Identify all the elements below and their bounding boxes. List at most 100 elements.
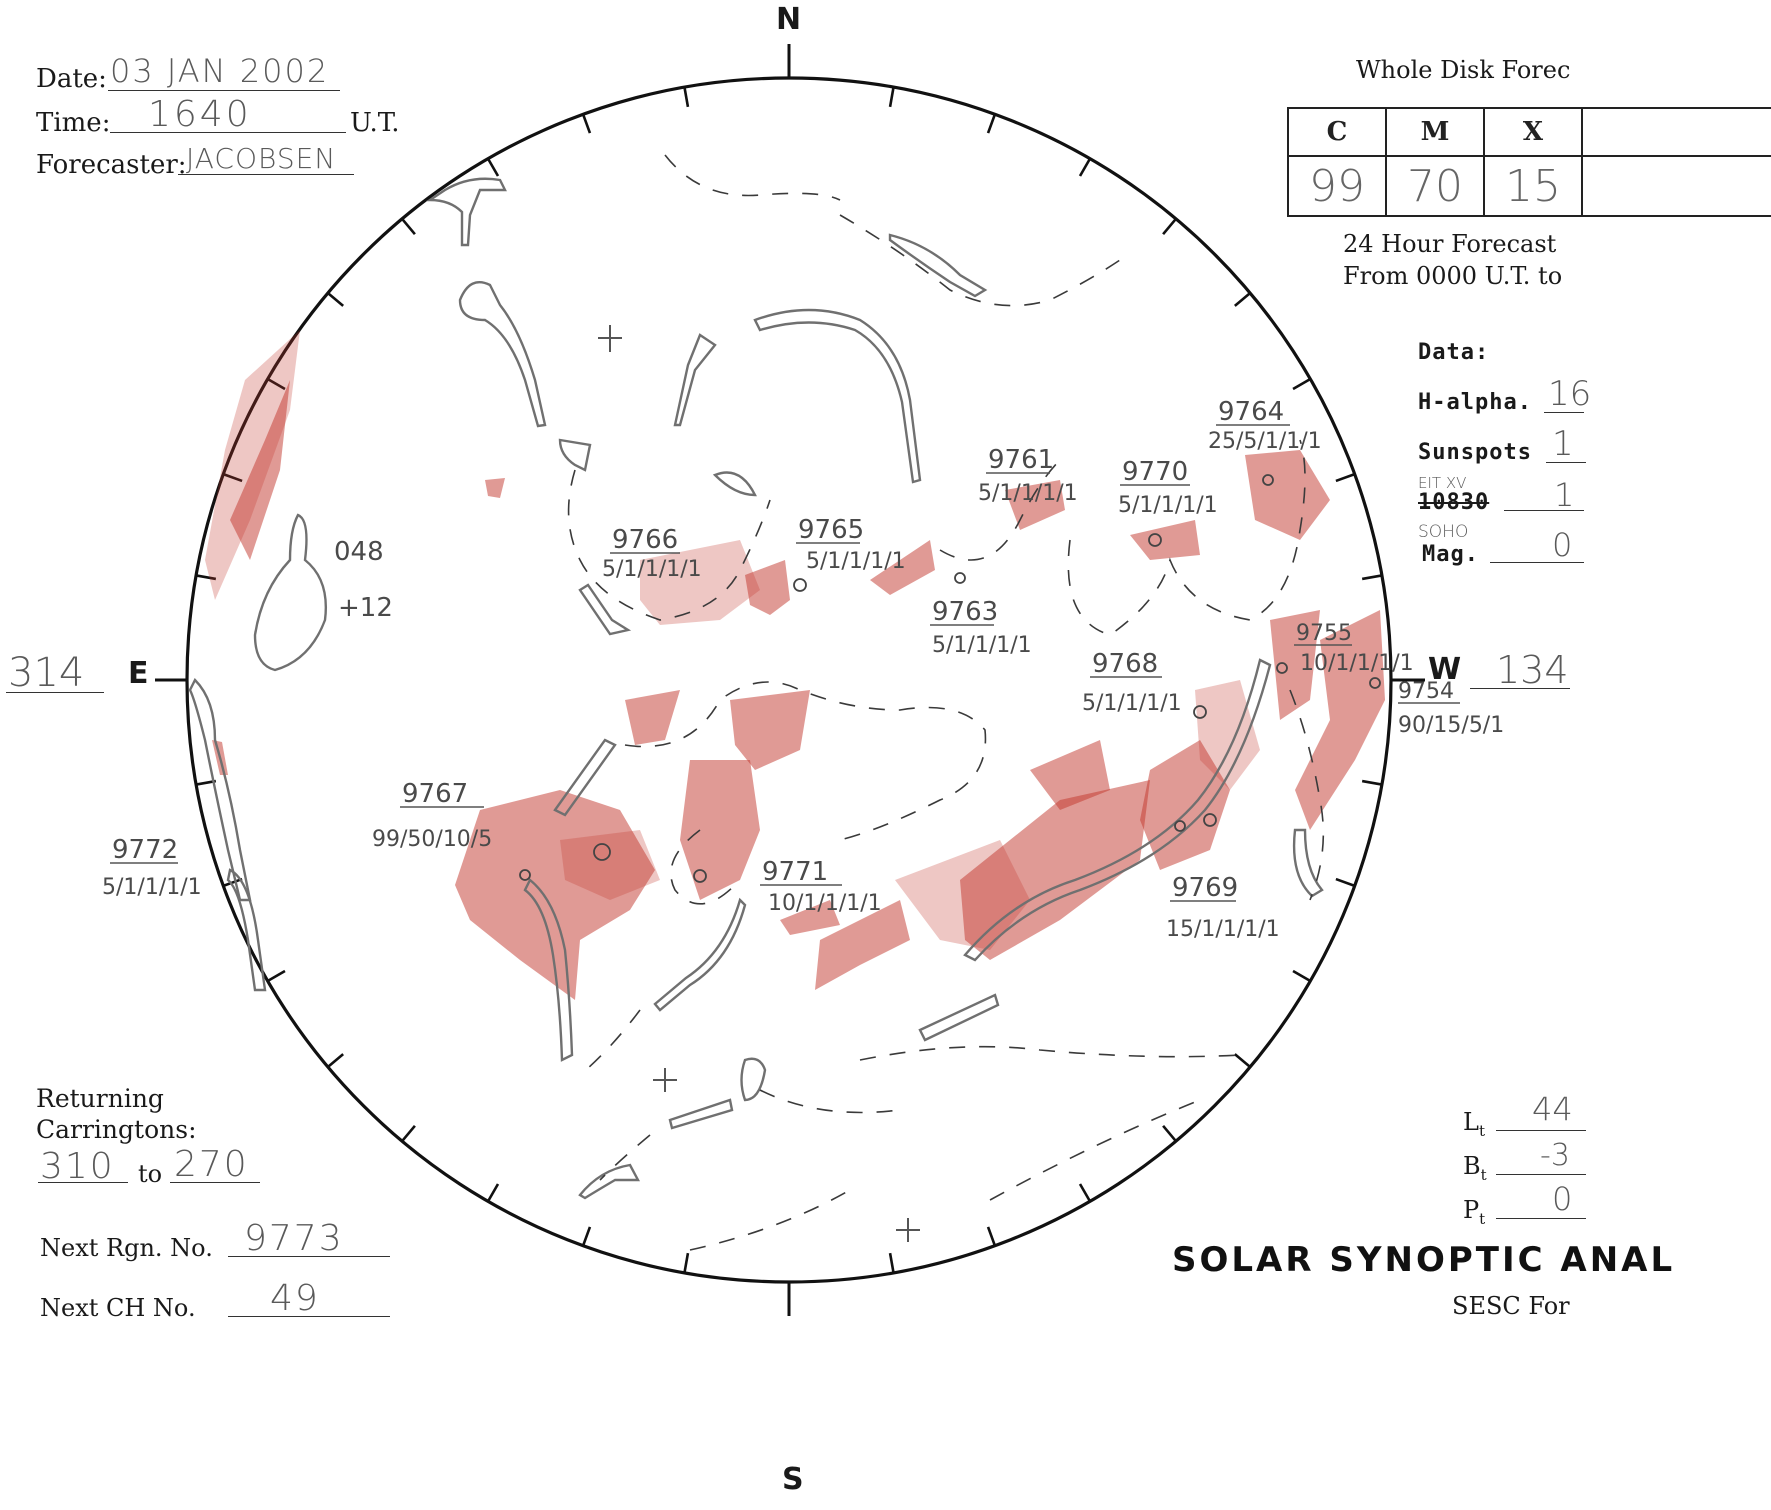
limb-tick: [1078, 1183, 1092, 1202]
coronal-hole-polarity: +12: [338, 593, 393, 623]
region-number: 9755: [1296, 621, 1352, 646]
region-number: 9767: [402, 779, 468, 809]
region-number: 9764: [1218, 397, 1284, 427]
limb-tick: [1361, 574, 1383, 581]
limb-tick: [486, 1183, 500, 1202]
pt-value[interactable]: 0: [1552, 1180, 1573, 1218]
class-x-value[interactable]: 15: [1483, 155, 1583, 217]
time-value[interactable]: 1640: [148, 94, 252, 135]
spot-marks: [519, 474, 1381, 883]
returning-label-line1: Returning: [36, 1084, 164, 1113]
limb-tick: [222, 877, 243, 888]
region-number: 9761: [988, 445, 1054, 475]
bt-label: Bt: [1463, 1152, 1487, 1184]
neutral-lines: [567, 154, 1325, 1251]
date-value[interactable]: 03 JAN 2002: [110, 52, 330, 90]
next-region-value[interactable]: 9773: [244, 1218, 344, 1259]
region-code: 25/5/1/1/1: [1208, 429, 1322, 454]
limb-tick: [1292, 969, 1311, 983]
he-value[interactable]: 1: [1554, 476, 1575, 514]
limb-tick: [1078, 158, 1092, 177]
sunspots-value[interactable]: 1: [1552, 424, 1574, 464]
limb-tick: [986, 1226, 997, 1247]
region-code: 5/1/1/1/1: [602, 557, 702, 582]
forecaster-label: Forecaster:: [36, 150, 187, 180]
next-region-label: Next Rgn. No.: [40, 1234, 213, 1262]
limb-tick: [1234, 292, 1251, 307]
limb-tick: [267, 969, 286, 983]
limb-tick: [986, 113, 997, 134]
region-code: 90/15/5/1: [1398, 713, 1504, 738]
limb-tick: [1162, 218, 1177, 235]
region-code: 99/50/10/5: [372, 827, 492, 852]
mag-value[interactable]: 0: [1552, 526, 1573, 564]
region-code: 5/1/1/1/1: [932, 633, 1032, 658]
plus-marks: [598, 325, 920, 1242]
region-code: 5/1/1/1/1: [806, 549, 906, 574]
region-number: 9771: [762, 857, 828, 887]
forecaster-value[interactable]: JACOBSEN: [186, 142, 337, 175]
returning-to-label: to: [138, 1160, 163, 1188]
region-code: 5/1/1/1/1: [978, 481, 1078, 506]
region-number: 9754: [1398, 679, 1454, 704]
region-code: 5/1/1/1/1: [102, 875, 202, 900]
mag-label: Mag.: [1422, 542, 1479, 567]
filaments: [188, 177, 1324, 1200]
data-title: Data:: [1418, 340, 1490, 365]
limb-tick: [1234, 1053, 1251, 1068]
east-longitude: 314: [8, 650, 85, 696]
forecast-period-line1: 24 Hour Forecast: [1343, 230, 1557, 258]
class-c-value[interactable]: 99: [1287, 155, 1387, 217]
limb-tick: [1361, 779, 1383, 786]
mag-note: SOHO: [1418, 522, 1469, 542]
region-underlines: [110, 424, 1460, 902]
west-longitude: 134: [1496, 648, 1569, 692]
limb-tick: [581, 113, 592, 134]
limb-tick: [1162, 1125, 1177, 1142]
class-m-value[interactable]: 70: [1385, 155, 1485, 217]
north-label: N: [776, 2, 802, 37]
he-note: EIT XV: [1418, 474, 1467, 492]
west-label: W: [1428, 652, 1462, 687]
limb-tick: [1292, 377, 1311, 391]
limb-tick: [683, 1252, 690, 1274]
region-labels: 9764 25/5/1/1/1 9761 5/1/1/1/1 9770 5/1/…: [102, 397, 1504, 942]
region-number: 9770: [1122, 457, 1188, 487]
time-unit: U.T.: [350, 108, 400, 138]
bt-value[interactable]: -3: [1540, 1138, 1570, 1173]
limb-tick: [1335, 877, 1356, 888]
lt-value[interactable]: 44: [1532, 1090, 1573, 1128]
sunspots-label: Sunspots: [1418, 440, 1532, 465]
limb-ticks: [195, 86, 1383, 1274]
region-number: 9772: [112, 835, 178, 865]
form-subtitle: SESC For: [1452, 1292, 1570, 1320]
pt-label: Pt: [1463, 1196, 1486, 1228]
limb-tick: [267, 377, 286, 391]
halpha-label: H-alpha.: [1418, 390, 1532, 415]
limb-tick: [222, 472, 243, 483]
limb-tick: [401, 1125, 416, 1142]
limb-tick: [327, 292, 344, 307]
region-code: 5/1/1/1/1: [1118, 493, 1218, 518]
flare-probability-table: C M X 99 70 15: [1287, 107, 1771, 217]
limb-tick: [327, 1053, 344, 1068]
halpha-value[interactable]: 16: [1548, 374, 1592, 414]
south-label: S: [782, 1462, 804, 1497]
limb-tick: [581, 1226, 592, 1247]
region-number: 9763: [932, 597, 998, 627]
next-ch-value[interactable]: 49: [270, 1278, 320, 1319]
returning-to-value[interactable]: 270: [174, 1144, 249, 1185]
returning-from-value[interactable]: 310: [40, 1146, 115, 1187]
forecast-period-line2: From 0000 U.T. to: [1343, 262, 1563, 290]
limb-tick: [683, 86, 690, 108]
region-code: 5/1/1/1/1: [1082, 691, 1182, 716]
next-ch-label: Next CH No.: [40, 1294, 196, 1322]
coronal-hole-number: 048: [334, 537, 384, 567]
region-number: 9768: [1092, 649, 1158, 679]
limb-tick: [888, 86, 895, 108]
he-label: 10830: [1418, 490, 1490, 515]
cardinal-ticks: [155, 44, 1425, 1316]
limb-tick: [486, 158, 500, 177]
class-c-header: C: [1287, 107, 1387, 157]
